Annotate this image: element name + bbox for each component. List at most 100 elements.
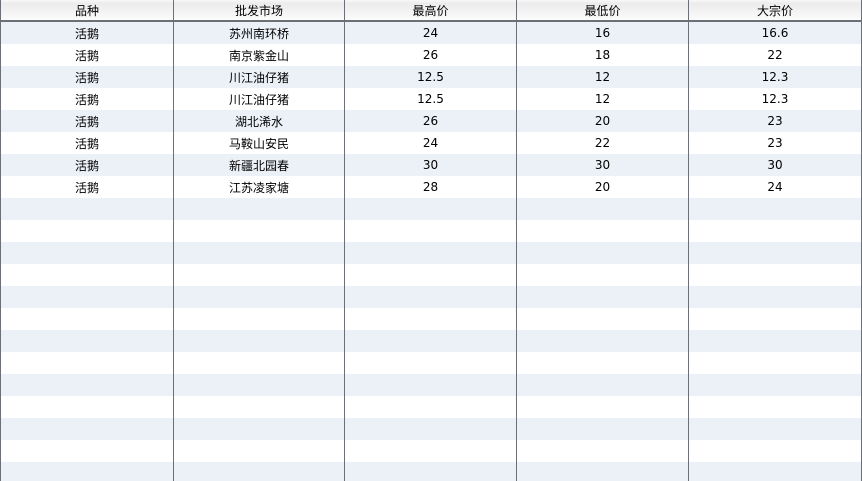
cell-highest-price: 12.5 <box>345 88 517 110</box>
empty-cell <box>174 352 345 374</box>
empty-row <box>1 242 861 264</box>
cell-highest-price: 30 <box>345 154 517 176</box>
cell-highest-price: 12.5 <box>345 66 517 88</box>
empty-cell <box>517 440 689 462</box>
empty-cell <box>174 286 345 308</box>
table-row: 活鹅 川江油仔猪 12.5 12 12.3 <box>1 88 861 110</box>
empty-cell <box>1 308 174 330</box>
empty-cell <box>517 242 689 264</box>
column-header-wholesale-market: 批发市场 <box>174 0 345 20</box>
cell-variety: 活鹅 <box>1 44 174 66</box>
empty-cell <box>174 374 345 396</box>
empty-cell <box>517 396 689 418</box>
empty-cell <box>174 330 345 352</box>
empty-cell <box>1 220 174 242</box>
column-header-variety: 品种 <box>1 0 174 20</box>
empty-cell <box>689 352 861 374</box>
empty-cell <box>345 308 517 330</box>
empty-cell <box>345 374 517 396</box>
empty-row <box>1 286 861 308</box>
column-header-bulk-price: 大宗价 <box>756 3 793 18</box>
cell-lowest-price: 12 <box>517 66 689 88</box>
table-row: 活鹅 新疆北园春 30 30 30 <box>1 154 861 176</box>
cell-market: 川江油仔猪 <box>174 88 345 110</box>
cell-highest-price: 24 <box>345 132 517 154</box>
empty-cell <box>174 220 345 242</box>
empty-row <box>1 330 861 352</box>
empty-cell <box>1 286 174 308</box>
empty-row <box>1 352 861 374</box>
empty-cell <box>1 330 174 352</box>
cell-bulk-price: 23 <box>767 114 783 128</box>
empty-cell <box>174 462 345 481</box>
table-row: 活鹅 川江油仔猪 12.5 12 12.3 <box>1 66 861 88</box>
cell-variety: 活鹅 <box>1 176 174 198</box>
cell-variety: 活鹅 <box>1 154 174 176</box>
cell-market: 湖北浠水 <box>174 110 345 132</box>
empty-cell <box>517 264 689 286</box>
cell-market: 南京紫金山 <box>174 44 345 66</box>
cell-market: 川江油仔猪 <box>174 66 345 88</box>
empty-cell <box>1 198 174 220</box>
empty-cell <box>689 308 861 330</box>
empty-cell <box>345 396 517 418</box>
empty-cell <box>345 462 517 481</box>
cell-bulk-price: 16.6 <box>761 26 789 40</box>
empty-row <box>1 198 861 220</box>
empty-cell <box>345 220 517 242</box>
empty-cell <box>517 374 689 396</box>
empty-cell <box>345 418 517 440</box>
empty-cell <box>689 264 861 286</box>
empty-cell <box>345 198 517 220</box>
empty-cell <box>174 264 345 286</box>
cell-variety: 活鹅 <box>1 66 174 88</box>
empty-cell <box>517 198 689 220</box>
empty-cell <box>1 352 174 374</box>
cell-market: 苏州南环桥 <box>174 22 345 44</box>
empty-cell <box>345 264 517 286</box>
empty-row <box>1 440 861 462</box>
cell-variety: 活鹅 <box>1 132 174 154</box>
empty-row <box>1 396 861 418</box>
cell-bulk-price: 12.3 <box>761 70 789 84</box>
cell-variety: 活鹅 <box>1 22 174 44</box>
empty-cell <box>517 462 689 481</box>
empty-cell <box>689 330 861 352</box>
empty-cell <box>1 264 174 286</box>
empty-cell <box>345 330 517 352</box>
empty-cell <box>345 286 517 308</box>
cell-lowest-price: 12 <box>517 88 689 110</box>
empty-cell <box>345 242 517 264</box>
empty-cell <box>689 242 861 264</box>
table-row: 活鹅 马鞍山安民 24 22 23 <box>1 132 861 154</box>
empty-cell <box>517 286 689 308</box>
cell-bulk-price: 23 <box>767 136 783 150</box>
table-row: 活鹅 湖北浠水 26 20 23 <box>1 110 861 132</box>
empty-row <box>1 220 861 242</box>
empty-cell <box>174 198 345 220</box>
table-body: 活鹅 苏州南环桥 24 16 16.6 活鹅 南京紫金山 26 18 22 活鹅 川江油仔猪 12.5 1… <box>1 22 861 481</box>
cell-bulk-price: 12.3 <box>761 92 789 106</box>
cell-highest-price: 24 <box>345 22 517 44</box>
empty-cell <box>174 396 345 418</box>
empty-cell <box>1 242 174 264</box>
empty-cell <box>689 440 861 462</box>
cell-market: 马鞍山安民 <box>174 132 345 154</box>
empty-cell <box>689 286 861 308</box>
cell-variety: 活鹅 <box>1 110 174 132</box>
cell-highest-price: 26 <box>345 44 517 66</box>
column-header-lowest-price: 最低价 <box>517 0 689 20</box>
empty-cell <box>1 374 174 396</box>
empty-row <box>1 308 861 330</box>
empty-cell <box>517 330 689 352</box>
table-row: 活鹅 江苏凌家塘 28 20 24 <box>1 176 861 198</box>
empty-cell <box>689 418 861 440</box>
cell-bulk-price: 22 <box>767 48 783 62</box>
empty-cell <box>689 462 861 481</box>
cell-highest-price: 26 <box>345 110 517 132</box>
empty-cell <box>1 440 174 462</box>
empty-row <box>1 264 861 286</box>
cell-highest-price: 28 <box>345 176 517 198</box>
empty-row <box>1 374 861 396</box>
empty-cell <box>1 396 174 418</box>
